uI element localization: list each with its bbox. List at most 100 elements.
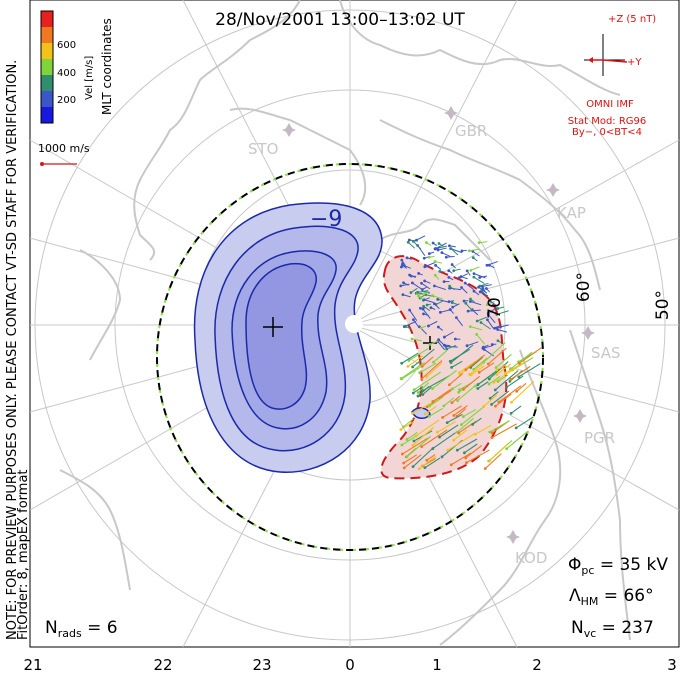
velocity-vector bbox=[488, 307, 498, 314]
velocity-vector bbox=[472, 257, 478, 262]
colorbar-tick-200: 200 bbox=[57, 95, 76, 106]
radar-sites: STO GBR KAP SAS PGR KOD bbox=[248, 106, 621, 567]
velocity-vector bbox=[487, 347, 507, 365]
velocity-vector bbox=[458, 273, 468, 279]
velocity-vector bbox=[417, 293, 425, 296]
contour-label: −9 bbox=[310, 207, 342, 232]
radar-label-sas: SAS bbox=[591, 344, 621, 362]
fit-order: FitOrder: 8, mapEX format bbox=[16, 469, 31, 640]
imf-condition: By−, 0<BT<4 bbox=[572, 127, 642, 138]
velocity-vector bbox=[421, 360, 443, 380]
velocity-vector bbox=[450, 452, 472, 466]
velocity-vector bbox=[491, 390, 510, 405]
velocity-vector bbox=[429, 396, 444, 407]
velocity-vector bbox=[417, 290, 429, 293]
velocity-vector bbox=[498, 385, 522, 403]
velocity-vector bbox=[510, 405, 522, 414]
velocity-vector bbox=[470, 300, 482, 306]
radar-label-sto: STO bbox=[248, 140, 279, 158]
velocity-vector bbox=[505, 361, 526, 374]
velocity-vector bbox=[479, 241, 488, 244]
velocity-vector bbox=[422, 308, 431, 319]
mlt-label-0: 0 bbox=[345, 656, 355, 674]
mlt-label-1: 1 bbox=[432, 656, 442, 674]
imf-z-label: +Z (5 nT) bbox=[608, 14, 656, 25]
velocity-vector bbox=[426, 389, 452, 408]
velocity-vector bbox=[466, 341, 479, 347]
velocity-vector bbox=[496, 324, 509, 329]
velocity-vector bbox=[469, 248, 480, 252]
velocity-vector bbox=[400, 283, 410, 287]
velocity-vector bbox=[475, 424, 492, 435]
nvc-stat: Nvc = 237 bbox=[571, 618, 654, 640]
velocity-vector bbox=[412, 348, 435, 368]
radar-marker bbox=[581, 326, 595, 340]
velocity-vector bbox=[424, 406, 437, 415]
velocity-vector bbox=[438, 326, 443, 331]
velocity-vector bbox=[457, 438, 478, 451]
velocity-vector bbox=[411, 338, 422, 342]
velocity-vector bbox=[449, 285, 455, 291]
velocity-vector bbox=[434, 261, 442, 264]
velocity-vector bbox=[447, 433, 476, 451]
colorbar-tick-600: 600 bbox=[57, 40, 76, 51]
lambda-hm-stat: ΛHM = 66° bbox=[569, 586, 654, 608]
velocity-vector bbox=[491, 423, 517, 439]
velocity-vector bbox=[518, 363, 541, 378]
velocity-vector bbox=[456, 408, 467, 417]
velocity-vector bbox=[451, 360, 463, 368]
velocity-vector bbox=[458, 420, 477, 434]
map-title: 28/Nov/2001 13:00–13:02 UT bbox=[215, 10, 465, 30]
mlt-axis: 21 22 23 0 1 2 3 bbox=[23, 656, 676, 674]
velocity-vectors bbox=[399, 235, 543, 471]
velocity-vector bbox=[424, 457, 441, 469]
velocity-vector bbox=[435, 264, 442, 270]
velocity-vector bbox=[432, 370, 457, 389]
velocity-vector bbox=[479, 275, 488, 279]
velocity-vector bbox=[437, 247, 447, 251]
velocity-vector bbox=[471, 309, 479, 316]
velocity-vector bbox=[429, 251, 435, 255]
plot-frame bbox=[29, 0, 680, 648]
velocity-vector bbox=[464, 443, 478, 454]
velocity-vector bbox=[472, 417, 482, 425]
velocity-vector bbox=[421, 325, 427, 329]
velocity-vector bbox=[497, 306, 505, 309]
colorbar-swatch bbox=[41, 27, 53, 44]
velocity-vector bbox=[421, 356, 434, 367]
velocity-vector bbox=[407, 241, 416, 249]
radar-label-kap: KAP bbox=[557, 204, 586, 222]
imf-model: Stat Mod: RG96 bbox=[568, 116, 647, 127]
velocity-vector bbox=[444, 331, 454, 338]
velocity-vector bbox=[496, 364, 507, 371]
velocity-vector bbox=[408, 348, 429, 362]
velocity-vector bbox=[450, 344, 474, 363]
coastlines bbox=[59, 0, 631, 646]
velocity-vector bbox=[506, 431, 528, 450]
velocity-vector bbox=[421, 282, 431, 290]
velocity-vector bbox=[511, 381, 535, 403]
velocity-vector bbox=[402, 263, 407, 269]
velocity-vector bbox=[406, 257, 412, 260]
velocity-vector bbox=[443, 397, 455, 407]
velocity-vector bbox=[403, 454, 422, 469]
velocity-vector bbox=[412, 446, 435, 468]
velocity-vector bbox=[442, 405, 462, 418]
radar-label-pgr: PGR bbox=[584, 429, 615, 447]
colorbar-swatch bbox=[41, 59, 53, 76]
velocity-vector bbox=[488, 361, 509, 380]
velocity-vector bbox=[489, 300, 498, 307]
velocity-vector bbox=[413, 241, 422, 250]
velocity-vector bbox=[493, 364, 521, 383]
velocity-vector bbox=[400, 362, 425, 380]
velocity-vector bbox=[451, 395, 461, 404]
velocity-vector bbox=[418, 272, 423, 276]
velocity-vector bbox=[473, 357, 488, 370]
radar-marker bbox=[444, 106, 458, 120]
velocity-vector bbox=[488, 376, 501, 385]
velocity-vector bbox=[452, 302, 458, 306]
velocity-vector bbox=[489, 443, 509, 462]
velocity-vector bbox=[429, 256, 435, 258]
lat-label-50: 50° bbox=[653, 290, 673, 320]
velocity-vector bbox=[470, 298, 475, 303]
